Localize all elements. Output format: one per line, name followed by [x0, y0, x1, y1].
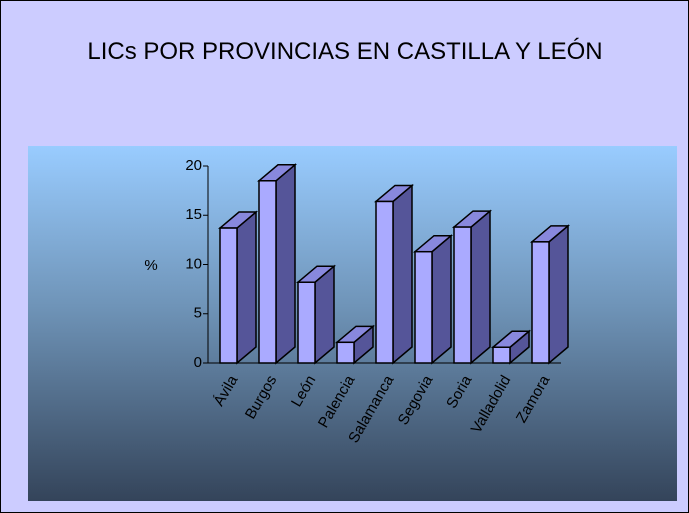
- bar: [373, 183, 415, 365]
- bar: [217, 210, 259, 365]
- chart-title: LICs POR PROVINCIAS EN CASTILLA Y LEÓN: [87, 38, 603, 65]
- bar: [451, 209, 493, 365]
- y-tick-label: 15: [185, 206, 202, 223]
- bar-side: [470, 209, 491, 365]
- bar-side: [275, 163, 296, 365]
- bar-side: [392, 183, 413, 365]
- y-tick-label: 5: [194, 305, 202, 322]
- bar-side: [431, 234, 452, 365]
- bar-front: [492, 346, 511, 364]
- bar-front: [453, 226, 472, 364]
- bar: [412, 234, 454, 365]
- bar: [295, 264, 337, 365]
- y-axis-label: %: [144, 257, 157, 274]
- plot-area: [28, 146, 677, 501]
- bar-side: [236, 210, 257, 365]
- bar-front: [531, 241, 550, 364]
- bar-front: [336, 341, 355, 364]
- bar-front: [414, 250, 433, 364]
- y-tick-label: 20: [185, 157, 202, 174]
- y-tick-label: 10: [185, 255, 202, 272]
- bar: [256, 163, 298, 365]
- bar-front: [375, 200, 394, 364]
- bar: [334, 324, 376, 365]
- bar-front: [297, 281, 316, 364]
- bar: [529, 224, 571, 365]
- bar: [490, 329, 532, 365]
- bar-side: [548, 224, 569, 365]
- bar-front: [258, 180, 277, 364]
- bar-front: [219, 227, 238, 364]
- y-tick-label: 0: [194, 354, 202, 371]
